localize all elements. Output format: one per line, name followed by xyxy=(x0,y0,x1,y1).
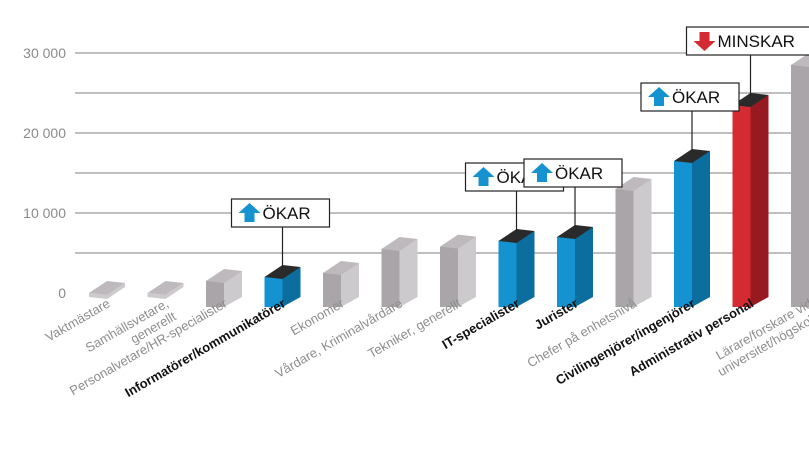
trend-callout: ÖKAR xyxy=(230,198,331,267)
trend-callout: ÖKAR xyxy=(640,82,740,151)
trend-callout: ÖKAR xyxy=(523,158,623,227)
trend-label: ÖKAR xyxy=(555,164,603,183)
y-tick-label: 30 000 xyxy=(23,45,66,61)
bar-side xyxy=(692,151,710,307)
bar-top xyxy=(732,93,769,107)
bar-top xyxy=(147,281,184,295)
category-label: Jurister xyxy=(532,296,581,333)
bar-side xyxy=(575,227,593,307)
bar-top xyxy=(206,269,242,283)
bar-front xyxy=(615,189,634,307)
bar-front xyxy=(557,237,575,307)
bar-top xyxy=(323,261,359,275)
bar-side xyxy=(399,239,418,307)
bar-front xyxy=(206,281,224,307)
category-label-line: Jurister xyxy=(532,296,581,333)
category-label: Lärare/forskare viduniversitet/högskola xyxy=(707,295,809,379)
trend-label: ÖKAR xyxy=(672,88,720,107)
bar xyxy=(674,149,710,307)
category-labels: VaktmästareSamhällsvetare,generelltPerso… xyxy=(43,295,809,400)
bar-front xyxy=(381,249,400,307)
bar-front xyxy=(791,65,809,307)
bar xyxy=(557,225,593,307)
y-axis-ticks: 0 10 000 20 000 30 000 xyxy=(23,45,66,301)
trend-label: MINSKAR xyxy=(718,32,795,51)
arrow-up-icon xyxy=(531,163,553,182)
trend-label: ÖKAR xyxy=(263,204,311,223)
bar xyxy=(615,177,652,307)
bar xyxy=(323,261,359,307)
bar xyxy=(732,93,769,307)
y-tick-label: 10 000 xyxy=(23,205,66,221)
bar-edge xyxy=(147,283,184,299)
bar xyxy=(264,265,301,307)
bar-side xyxy=(341,263,359,307)
bar xyxy=(791,53,809,307)
bar xyxy=(147,281,184,299)
bar-side xyxy=(516,231,535,307)
bar-top xyxy=(674,149,710,163)
bar-front xyxy=(498,241,517,307)
arrow-up-icon xyxy=(238,203,261,222)
bar-top xyxy=(89,281,125,295)
arrow-up-icon xyxy=(472,167,495,186)
bar-top xyxy=(381,237,418,251)
bar-front xyxy=(264,277,283,307)
bar-top xyxy=(615,177,652,191)
bar-front xyxy=(440,246,458,307)
bar-top xyxy=(498,229,535,243)
arrow-up-icon xyxy=(648,87,670,106)
bar-front xyxy=(323,273,341,307)
bar-front xyxy=(732,105,751,307)
bar xyxy=(381,237,418,307)
bar xyxy=(498,229,535,307)
bars xyxy=(89,53,809,307)
bar-front xyxy=(674,161,692,307)
bar-top xyxy=(791,53,809,67)
trend-callout: MINSKAR xyxy=(685,26,809,95)
bar-top xyxy=(264,265,301,279)
bar-side xyxy=(633,179,652,307)
bar xyxy=(89,281,125,299)
arrow-down-icon xyxy=(693,32,716,51)
bar-side xyxy=(458,236,476,307)
bar-top xyxy=(440,234,476,249)
bar-top xyxy=(557,225,593,239)
y-tick-label: 20 000 xyxy=(23,125,66,141)
bar xyxy=(440,234,476,307)
bar-side xyxy=(750,95,769,307)
bar xyxy=(206,269,242,307)
bar-edge xyxy=(89,283,125,299)
bar-side xyxy=(282,267,301,307)
y-tick-label: 0 xyxy=(58,285,66,301)
